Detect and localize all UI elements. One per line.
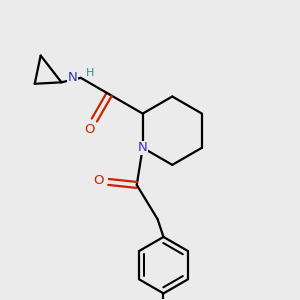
Text: O: O bbox=[94, 174, 104, 187]
Text: N: N bbox=[138, 141, 148, 154]
Text: H: H bbox=[85, 68, 94, 78]
Text: O: O bbox=[84, 122, 94, 136]
Text: N: N bbox=[68, 71, 77, 84]
